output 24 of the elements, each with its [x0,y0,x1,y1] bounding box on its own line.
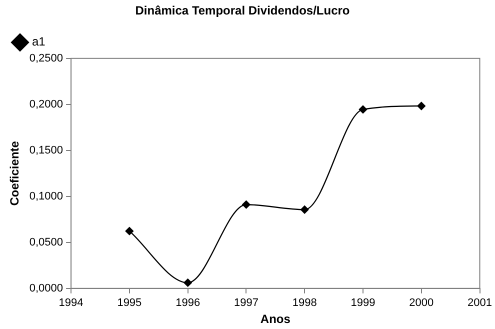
point [184,278,192,287]
y-tick-label: 0,0500 [29,236,64,248]
point [125,226,134,236]
y-axis-title: Coeficiente [8,140,22,206]
x-tick-label: 2000 [409,297,434,310]
x-axis-title: Anos [260,312,291,326]
chart-title: Dinâmica Temporal Dividendos/Lucro [135,4,350,18]
x-tick-label: 1995 [117,297,142,310]
x-tick-label: 2001 [468,297,492,310]
point [242,200,250,209]
y-tick-label: 0,1000 [29,190,64,202]
x-tick-label: 1994 [58,297,84,310]
point [417,102,426,110]
y-tick-label: 0,2500 [29,52,64,64]
point [358,105,368,114]
y-tick-label: 0,0000 [29,282,64,294]
legend-label: a1 [32,34,46,49]
x-tick-label: 1996 [176,297,200,310]
y-tick-label: 0,1500 [29,144,64,156]
y-tick-label: 0,2000 [29,98,64,110]
point [300,206,309,214]
x-tick-label: 1999 [350,297,376,310]
x-tick-label: 1997 [234,297,258,310]
x-tick-label: 1998 [292,297,317,310]
